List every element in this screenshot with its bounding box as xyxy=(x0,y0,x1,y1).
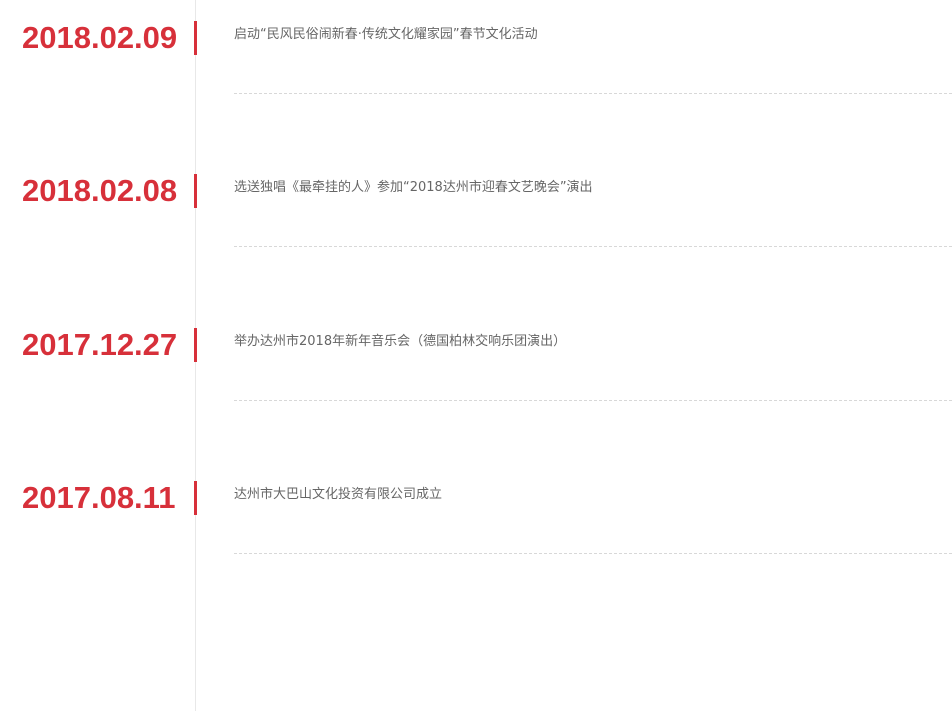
timeline-item: 2017.12.27 举办达州市2018年新年音乐会（德国柏林交响乐团演出） xyxy=(0,307,952,460)
timeline-marker xyxy=(194,481,197,515)
timeline-event-link[interactable]: 启动“民风民俗闹新春·传统文化耀家园”春节文化活动 xyxy=(234,27,538,42)
timeline-event-link[interactable]: 举办达州市2018年新年音乐会（德国柏林交响乐团演出） xyxy=(234,334,567,349)
timeline-date: 2017.12.27 xyxy=(22,327,178,362)
timeline-event-link[interactable]: 选送独唱《最牵挂的人》参加“2018达州市迎春文艺晚会”演出 xyxy=(234,180,593,195)
timeline-marker xyxy=(194,328,197,362)
timeline-date: 2017.08.11 xyxy=(22,480,176,515)
timeline-event-link[interactable]: 达州市大巴山文化投资有限公司成立 xyxy=(234,487,443,502)
timeline-item: 2018.02.09 启动“民风民俗闹新春·传统文化耀家园”春节文化活动 xyxy=(0,0,952,153)
timeline-item: 2017.08.11 达州市大巴山文化投资有限公司成立 xyxy=(0,460,952,613)
divider xyxy=(234,553,952,554)
timeline-marker xyxy=(194,21,197,55)
timeline-marker xyxy=(194,174,197,208)
timeline-date: 2018.02.09 xyxy=(22,20,178,55)
timeline-date: 2018.02.08 xyxy=(22,173,178,208)
divider xyxy=(234,246,952,247)
timeline-item: 2018.02.08 选送独唱《最牵挂的人》参加“2018达州市迎春文艺晚会”演… xyxy=(0,153,952,306)
divider xyxy=(234,400,952,401)
divider xyxy=(234,93,952,94)
